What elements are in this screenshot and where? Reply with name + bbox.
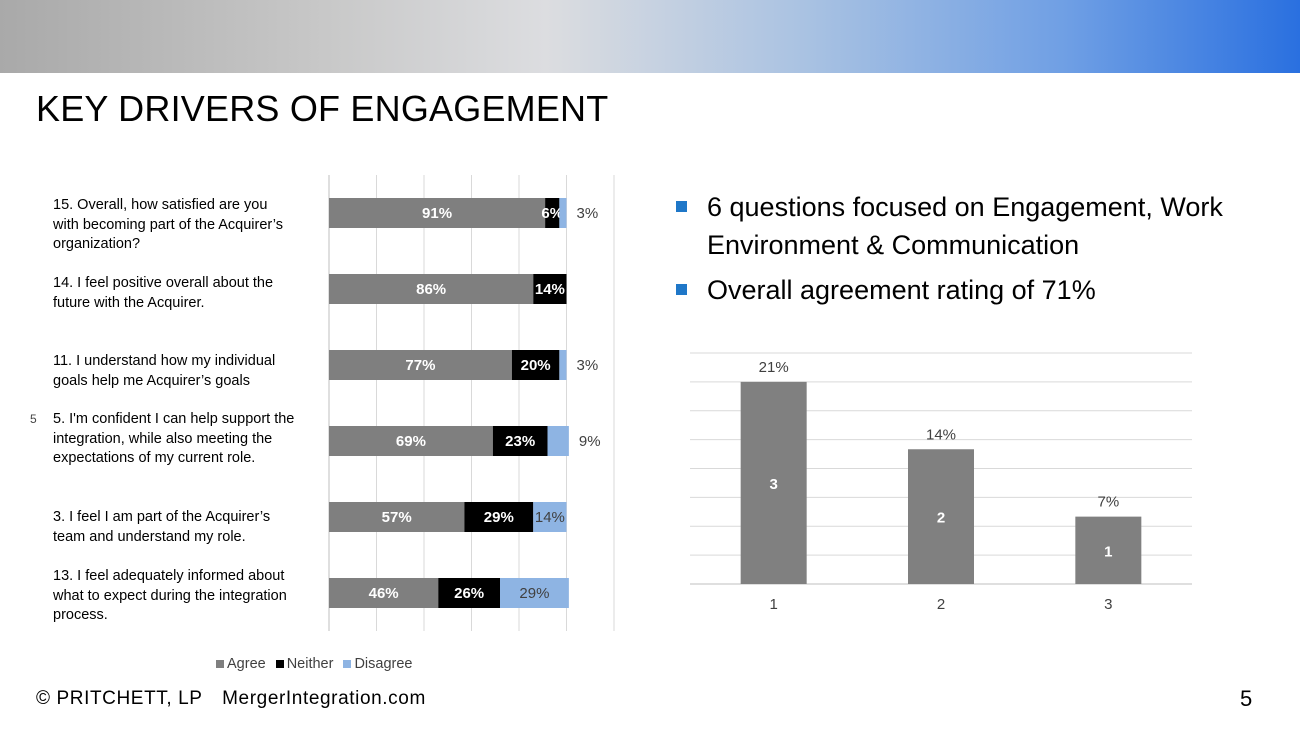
neither-bar-segment: [492, 426, 548, 456]
neither-data-label: 26%: [454, 585, 484, 602]
x-tick-label: 3: [1104, 596, 1112, 613]
disagree-bar-segment: [559, 350, 567, 380]
disagree-bar-segment: [547, 426, 569, 456]
column-bar: [1075, 516, 1142, 584]
disagree-data-label: 3%: [577, 205, 599, 222]
legend-label: Neither: [286, 656, 334, 672]
legend-item-agree: Agree: [216, 656, 266, 672]
engagement-stacked-bar-chart: 91% 6% 3% 86% 14% 77% 20% 3% 69% 23% 9% 57% 29% 14% 46…: [328, 175, 615, 631]
website-text: MergerIntegration.com: [222, 688, 426, 709]
legend-item-disagree: Disagree: [343, 656, 412, 672]
legend-swatch: [275, 660, 284, 668]
agree-data-label: 91%: [422, 205, 452, 222]
square-bullet-icon: [676, 284, 687, 295]
page-number: 5: [1240, 686, 1253, 711]
question-label: 3. I feel I am part of the Acquirer’s tea…: [53, 508, 328, 547]
x-tick-label: 2: [937, 596, 945, 613]
disagree-bar-segment: [533, 502, 567, 532]
agree-data-label: 69%: [396, 433, 426, 450]
disagree-bar-segment: [500, 578, 569, 608]
neither-bar-segment: [511, 350, 560, 380]
x-tick-label: 1: [769, 596, 777, 613]
neither-bar-segment: [464, 502, 534, 532]
disagree-data-label: 14%: [535, 509, 565, 526]
question-label-line: 5. I'm confident I can help support the: [53, 411, 295, 427]
agree-bar-segment: [329, 578, 439, 608]
question-label-line: 3. I feel I am part of the Acquirer’s: [53, 509, 271, 525]
column-chart: 21% 3 1 14% 2 2 7% 1 3: [690, 352, 1192, 613]
agree-bar-segment: [329, 502, 465, 532]
question-label-line: future with the Acquirer.: [53, 294, 205, 311]
question-label-line: goals help me Acquirer’s goals: [53, 372, 250, 389]
bullet-list: 6 questions focused on Engagement, Work …: [676, 188, 1286, 316]
disagree-data-label: 3%: [577, 357, 599, 374]
header-banner: [0, 0, 1300, 73]
footer: © PRITCHETT, LP MergerIntegration.com: [36, 688, 426, 710]
column-bar: [908, 449, 974, 584]
disagree-bar-segment: [559, 198, 567, 228]
neither-bar-segment: [533, 274, 567, 304]
question-label-line: 15. Overall, how satisfied are you: [53, 197, 268, 213]
agree-data-label: 77%: [405, 357, 435, 374]
stray-mark: 5: [30, 412, 37, 426]
agree-bar-segment: [329, 426, 493, 456]
legend-label: Disagree: [354, 656, 413, 672]
legend-label: Agree: [227, 656, 266, 672]
copyright-text: © PRITCHETT, LP: [36, 688, 203, 709]
question-label-line: 11. I understand how my individual: [53, 353, 276, 369]
question-label: 11. I understand how my individual goals …: [53, 352, 328, 391]
chart-legend: Agree Neither Disagree: [216, 656, 412, 672]
legend-swatch: [343, 660, 352, 668]
neither-data-label: 23%: [505, 433, 535, 450]
question-label-line: expectations of my current role.: [53, 450, 256, 466]
question-label-line: what to expect during the integration: [53, 587, 287, 604]
column-inner-label: 3: [769, 476, 777, 493]
bullet-item: 6 questions focused on Engagement, Work …: [676, 188, 1286, 264]
agree-data-label: 46%: [369, 585, 399, 602]
disagree-data-label: 29%: [519, 585, 549, 602]
bullet-text: Overall agreement rating of 71%: [707, 275, 1096, 305]
disagree-data-label: 9%: [579, 433, 601, 450]
question-label-line: 13. I feel adequately informed about: [53, 568, 285, 584]
agree-data-label: 57%: [382, 509, 412, 526]
neither-bar-segment: [545, 198, 560, 228]
question-label: 14. I feel positive overall about the fut…: [53, 274, 328, 313]
neither-data-label: 29%: [484, 509, 514, 526]
square-bullet-icon: [676, 201, 687, 212]
agree-bar-segment: [329, 198, 546, 228]
bullet-text: 6 questions focused on Engagement, Work …: [707, 192, 1223, 260]
column-value-label: 14%: [926, 426, 956, 443]
question-label-line: integration, while also meeting the: [53, 430, 273, 447]
column-inner-label: 1: [1104, 543, 1112, 560]
agree-data-label: 86%: [416, 281, 446, 298]
question-label: 13. I feel adequately informed about what…: [53, 567, 328, 626]
question-label-line: 14. I feel positive overall about the: [53, 275, 274, 291]
legend-item-neither: Neither: [275, 656, 334, 672]
column-value-label: 21%: [759, 359, 789, 376]
slide-title: KEY DRIVERS OF ENGAGEMENT: [36, 88, 609, 129]
legend-swatch: [216, 660, 224, 668]
question-label-line: organization?: [53, 236, 141, 252]
neither-data-label: 20%: [521, 357, 551, 374]
neither-data-label: 6%: [541, 205, 563, 222]
question-label-line: team and understand my role.: [53, 528, 246, 545]
neither-data-label: 14%: [535, 281, 565, 298]
question-label-line: process.: [53, 607, 108, 623]
column-bar: [740, 381, 807, 584]
question-label: 5. I'm confident I can help support the i…: [53, 410, 328, 469]
neither-bar-segment: [438, 578, 500, 608]
question-label: 15. Overall, how satisfied are you with b…: [53, 196, 328, 255]
agree-bar-segment: [329, 274, 534, 304]
question-label-line: with becoming part of the Acquirer’s: [53, 216, 283, 233]
column-value-label: 7%: [1097, 494, 1119, 511]
agree-bar-segment: [329, 350, 512, 380]
bullet-item: Overall agreement rating of 71%: [676, 271, 1286, 309]
column-inner-label: 2: [937, 510, 945, 527]
